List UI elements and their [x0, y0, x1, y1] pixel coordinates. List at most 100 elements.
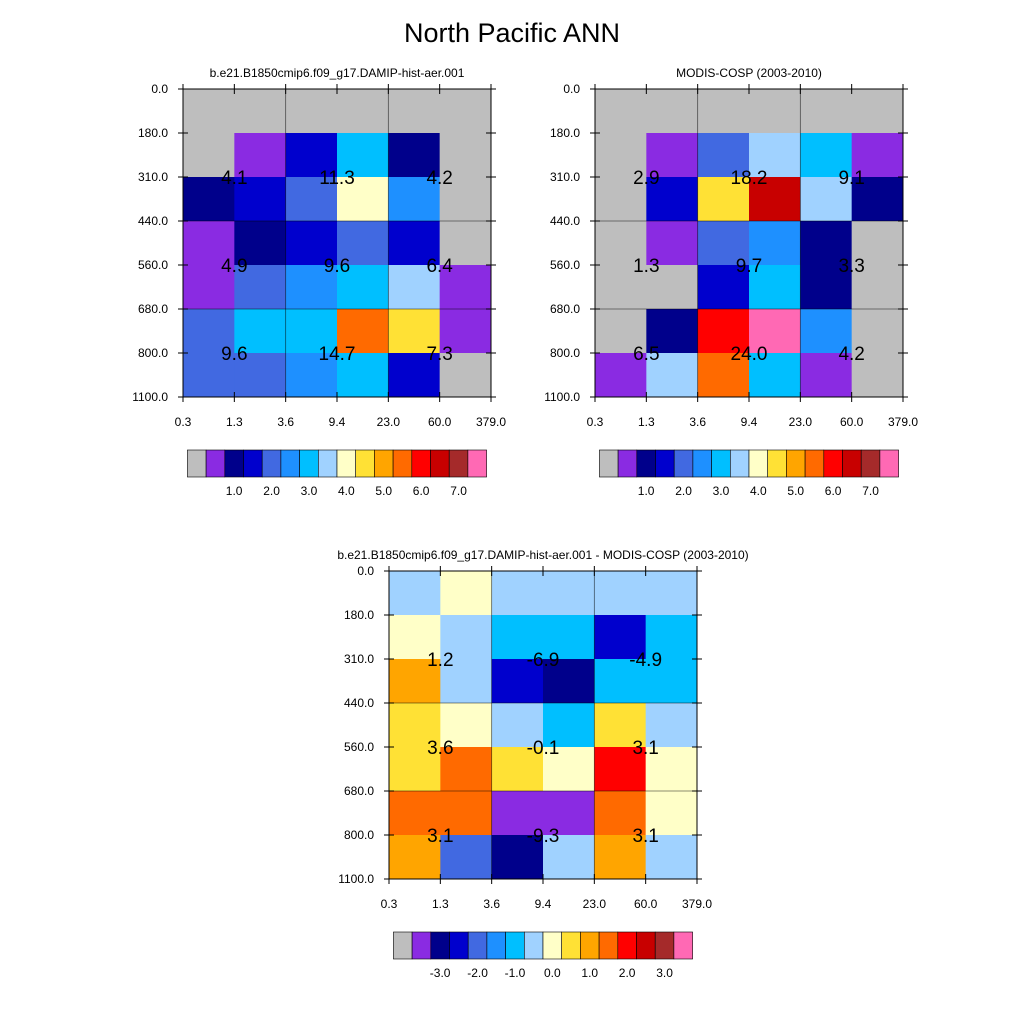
colorbar-box — [860, 449, 881, 478]
y-tick-label: 800.0 — [138, 346, 168, 360]
heatmap-cell — [389, 791, 441, 836]
y-tick-label: 440.0 — [138, 214, 168, 228]
heatmap-cell — [749, 89, 801, 134]
y-tick-label: 310.0 — [138, 170, 168, 184]
x-tick-label: 0.3 — [381, 897, 398, 911]
heatmap-cell — [595, 221, 647, 266]
heatmap-cell — [389, 703, 441, 748]
x-tick-label: 0.3 — [175, 415, 192, 429]
heatmap-cell — [285, 265, 338, 310]
colorbar-box — [486, 931, 506, 960]
x-tick-label: 9.4 — [741, 415, 758, 429]
heatmap-panel-3: b.e21.B1850cmip6.f09_g17.DAMIP-hist-aer.… — [337, 548, 748, 980]
x-tick-label: 9.4 — [329, 415, 346, 429]
heatmap-cell — [594, 835, 647, 880]
heatmap-cell — [646, 309, 699, 354]
heatmap-cell — [645, 791, 698, 836]
heatmap-cell — [645, 835, 698, 880]
y-tick-label: 310.0 — [344, 652, 374, 666]
x-tick-label: 23.0 — [789, 415, 813, 429]
heatmap-cell — [645, 659, 698, 704]
heatmap-cell — [183, 309, 235, 354]
colorbar-label: 2.0 — [263, 484, 280, 498]
y-tick-label: 1100.0 — [132, 390, 168, 404]
colorbar-box — [448, 449, 469, 478]
colorbar-box — [729, 449, 750, 478]
heatmap-cell — [439, 221, 492, 266]
colorbar-label: 4.0 — [750, 484, 767, 498]
colorbar-label: 3.0 — [656, 966, 673, 980]
panel-title: b.e21.B1850cmip6.f09_g17.DAMIP-hist-aer.… — [337, 548, 748, 562]
x-tick-label: 23.0 — [583, 897, 607, 911]
colorbar-label: 1.0 — [638, 484, 655, 498]
y-tick-label: 560.0 — [344, 740, 374, 754]
cell-value-label: 3.6 — [427, 738, 453, 759]
heatmap-cell — [646, 177, 699, 222]
colorbar-box — [786, 449, 806, 478]
heatmap-cell — [543, 791, 595, 836]
y-tick-label: 0.0 — [151, 82, 168, 96]
heatmap-cell — [749, 177, 801, 222]
heatmap-cell — [337, 221, 389, 266]
colorbar-box — [261, 449, 282, 478]
y-tick-label: 440.0 — [550, 214, 580, 228]
heatmap-cell — [491, 703, 544, 748]
heatmap-cell — [388, 89, 441, 134]
x-tick-label: 0.3 — [587, 415, 604, 429]
colorbar-box — [430, 449, 450, 478]
colorbar-box — [430, 931, 450, 960]
cell-value-label: 9.6 — [324, 256, 350, 277]
heatmap-cell — [491, 747, 544, 792]
heatmap-cell — [594, 791, 647, 836]
y-tick-label: 310.0 — [550, 170, 580, 184]
y-tick-label: 680.0 — [550, 302, 580, 316]
heatmap-cell — [851, 221, 904, 266]
heatmap-cell — [595, 309, 647, 354]
y-tick-label: 680.0 — [138, 302, 168, 316]
heatmap-cell — [388, 309, 441, 354]
cell-value-label: 9.1 — [838, 168, 864, 189]
colorbar-label: 3.0 — [713, 484, 730, 498]
colorbar-box — [411, 449, 431, 478]
heatmap-cell — [439, 177, 492, 222]
y-tick-label: 180.0 — [550, 126, 580, 140]
cell-value-label: 9.7 — [736, 256, 762, 277]
heatmap-cell — [439, 133, 492, 178]
colorbar-box — [654, 931, 675, 960]
heatmap-cell — [697, 133, 750, 178]
colorbar-box — [804, 449, 825, 478]
heatmap-cell — [646, 133, 699, 178]
colorbar-label: 2.0 — [675, 484, 692, 498]
heatmap-cell — [594, 747, 647, 792]
colorbar-box — [411, 931, 432, 960]
heatmap-cell — [491, 615, 544, 660]
colorbar-box — [299, 449, 319, 478]
heatmap-cell — [440, 703, 493, 748]
heatmap-cell — [183, 133, 235, 178]
heatmap-cell — [851, 353, 904, 398]
cell-value-label: 18.2 — [731, 168, 768, 189]
colorbar-label: 7.0 — [862, 484, 879, 498]
colorbar-box — [280, 449, 300, 478]
colorbar-box — [317, 449, 338, 478]
heatmap-cell — [440, 747, 493, 792]
main-title: North Pacific ANN — [403, 18, 621, 48]
colorbar-box — [355, 449, 375, 478]
colorbar-box — [636, 931, 656, 960]
cell-value-label: 4.9 — [221, 256, 247, 277]
y-tick-label: 800.0 — [550, 346, 580, 360]
heatmap-cell — [595, 89, 647, 134]
cell-value-label: 11.3 — [319, 168, 355, 189]
y-tick-label: 180.0 — [138, 126, 168, 140]
colorbar-box — [580, 931, 600, 960]
cell-value-label: 4.2 — [838, 344, 864, 365]
colorbar-box — [617, 931, 637, 960]
heatmap-cell — [234, 177, 287, 222]
heatmap-cell — [337, 309, 389, 354]
x-tick-label: 1.3 — [432, 897, 449, 911]
heatmap-cell — [594, 703, 647, 748]
heatmap-cell — [491, 791, 544, 836]
cell-value-label: 1.2 — [427, 650, 453, 671]
y-tick-label: 1100.0 — [544, 390, 580, 404]
